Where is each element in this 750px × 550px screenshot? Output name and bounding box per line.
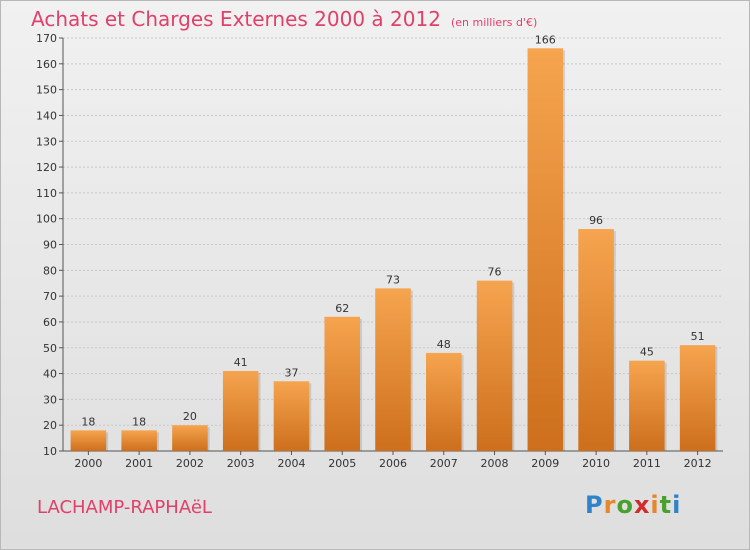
x-tick-label: 2006 <box>379 457 407 470</box>
bar <box>121 430 157 451</box>
labels: 18 2000 18 2001 20 2002 41 2003 37 2004 62 2005 73 20… <box>74 33 711 470</box>
bar-value-label: 166 <box>535 33 556 46</box>
chart-subtitle: (en milliers d'€) <box>450 16 538 29</box>
bar-value-label: 62 <box>335 302 349 315</box>
x-tick-label: 2000 <box>74 457 102 470</box>
x-tick-label: 2007 <box>430 457 458 470</box>
y-tick-label: 30 <box>43 393 57 406</box>
logo-letter: P <box>585 491 604 519</box>
y-tick-label: 170 <box>36 32 57 45</box>
y-tick-label: 20 <box>43 419 57 432</box>
bar-value-label: 96 <box>589 214 603 227</box>
x-tick-label: 2009 <box>531 457 559 470</box>
bar <box>70 430 107 451</box>
axes: 10 20 30 40 50 60 70 80 90 100 110 120 130 140 150 160 1… <box>36 32 723 458</box>
logo-letter: x <box>633 491 651 519</box>
y-tick-label: 60 <box>43 316 57 329</box>
bar-value-label: 41 <box>234 356 248 369</box>
bar-value-label: 51 <box>691 330 705 343</box>
bar <box>222 370 259 451</box>
logo-letter: i <box>650 491 660 519</box>
logo-letter: r <box>603 491 617 519</box>
x-tick-label: 2011 <box>633 457 661 470</box>
y-tick-label: 150 <box>36 84 57 97</box>
x-tick-label: 2004 <box>277 457 305 470</box>
x-tick-label: 2012 <box>684 457 712 470</box>
x-tick-label: 2008 <box>481 457 509 470</box>
bar-value-label: 45 <box>640 346 654 359</box>
x-tick-label: 2010 <box>582 457 610 470</box>
bar <box>629 360 665 451</box>
proxiti-logo: Proxiti <box>585 491 681 519</box>
y-tick-label: 90 <box>43 239 57 252</box>
y-tick-label: 120 <box>36 161 57 174</box>
x-tick-label: 2003 <box>227 457 255 470</box>
bar <box>273 381 310 451</box>
y-tick-label: 80 <box>43 264 57 277</box>
logo-letter: i <box>672 491 682 519</box>
bar-value-label: 76 <box>488 266 502 279</box>
logo-letter: o <box>616 491 634 519</box>
bar-value-label: 73 <box>386 273 400 286</box>
x-tick-label: 2005 <box>328 457 356 470</box>
x-tick-label: 2002 <box>176 457 204 470</box>
bars <box>70 48 718 451</box>
y-tick-label: 110 <box>36 187 57 200</box>
y-tick-label: 130 <box>36 135 57 148</box>
y-tick-label: 50 <box>43 342 57 355</box>
logo-letter: t <box>659 491 673 519</box>
x-tick-label: 2001 <box>125 457 153 470</box>
y-tick-label: 160 <box>36 58 57 71</box>
y-tick-label: 100 <box>36 213 57 226</box>
bar <box>426 352 462 451</box>
chart-title: Achats et Charges Externes 2000 à 2012 (e… <box>31 7 537 31</box>
bar <box>476 280 513 451</box>
bar-value-label: 20 <box>183 410 197 423</box>
y-tick-label: 40 <box>43 368 57 381</box>
bar <box>527 48 564 451</box>
y-tick-label: 70 <box>43 290 57 303</box>
y-tick-label: 10 <box>43 445 57 458</box>
bar-value-label: 48 <box>437 338 451 351</box>
bar <box>172 425 208 451</box>
bar <box>679 345 716 451</box>
y-tick-label: 140 <box>36 109 57 122</box>
bar <box>578 229 614 451</box>
bar-value-label: 18 <box>81 415 95 428</box>
bar <box>324 316 360 451</box>
bar-value-label: 18 <box>132 415 146 428</box>
chart-title-text: Achats et Charges Externes 2000 à 2012 <box>31 7 441 31</box>
bar-value-label: 37 <box>284 366 298 379</box>
bar <box>375 288 411 451</box>
commune-name: LACHAMP-RAPHAëL <box>37 497 212 518</box>
